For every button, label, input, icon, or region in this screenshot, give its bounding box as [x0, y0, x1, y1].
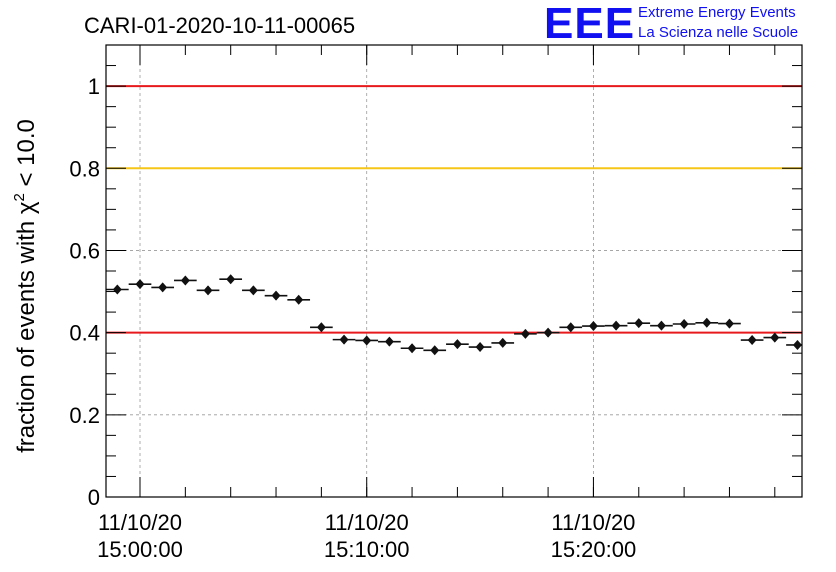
y-tick-label: 0.8 [69, 156, 100, 181]
point-marker [203, 285, 213, 296]
data-point [310, 322, 333, 333]
data-point [650, 320, 673, 331]
point-marker [158, 282, 168, 293]
x-tick-time-label: 15:00:00 [97, 537, 183, 562]
data-point [559, 322, 583, 333]
point-marker [226, 274, 236, 285]
data-point [355, 335, 379, 346]
point-marker [339, 334, 349, 345]
y-tick-label: 0.6 [69, 238, 100, 263]
axes: 00.20.40.60.8111/10/2015:00:0011/10/2015… [69, 44, 802, 562]
logo-subtitle-line2: La Scienza nelle Scuole [638, 24, 799, 41]
y-axis-label: fraction of events with χ2 < 10.0 [11, 119, 40, 453]
point-marker [634, 318, 644, 329]
data-point [378, 336, 401, 347]
point-marker [180, 275, 190, 286]
data-point [491, 337, 515, 348]
point-marker [248, 285, 258, 296]
point-marker [679, 319, 689, 330]
x-tick-date-label: 11/10/20 [551, 510, 635, 535]
point-marker [792, 339, 802, 350]
point-marker [384, 336, 394, 347]
data-point [468, 342, 492, 353]
y-tick-label: 0.4 [69, 321, 100, 346]
data-point [446, 339, 469, 350]
data-point [582, 321, 605, 332]
data-point [672, 319, 696, 330]
point-marker [520, 328, 530, 339]
data-point [196, 285, 220, 296]
point-marker [498, 337, 508, 348]
data-point [718, 318, 741, 329]
point-marker [770, 332, 780, 343]
data-point [514, 328, 537, 339]
point-marker [316, 322, 326, 333]
point-marker [362, 335, 372, 346]
data-point [242, 285, 265, 296]
x-tick-date-label: 11/10/20 [98, 510, 182, 535]
point-marker [112, 284, 122, 295]
point-marker [611, 320, 621, 331]
data-point [695, 317, 719, 328]
y-tick-label: 0.2 [69, 403, 100, 428]
data-points [106, 274, 802, 356]
point-marker [747, 335, 757, 346]
point-marker [407, 343, 417, 354]
point-marker [656, 320, 666, 331]
x-tick-date-label: 11/10/20 [325, 510, 409, 535]
reference-lines [106, 85, 802, 334]
data-point [332, 334, 356, 345]
data-point [536, 327, 560, 338]
data-point [174, 275, 197, 286]
data-point [763, 332, 787, 343]
point-marker [566, 322, 576, 333]
point-marker [135, 279, 145, 290]
data-point [604, 320, 628, 331]
grid [106, 45, 802, 497]
point-marker [724, 318, 734, 329]
data-point [106, 284, 129, 295]
data-point [264, 290, 288, 301]
y-tick-label: 0 [88, 485, 100, 510]
point-marker [452, 339, 462, 350]
point-marker [294, 294, 304, 305]
data-point [627, 318, 651, 329]
point-marker [702, 317, 712, 328]
data-point [151, 282, 175, 293]
logo-subtitle-line1: Extreme Energy Events [638, 4, 796, 21]
data-point [287, 294, 311, 305]
y-tick-label: 1 [88, 74, 100, 99]
point-marker [588, 321, 598, 332]
chart-title: CARI-01-2020-10-11-00065 [84, 13, 355, 38]
data-point [400, 343, 424, 354]
point-marker [430, 345, 440, 356]
data-point [128, 279, 152, 290]
eee-logo: EEE [544, 0, 636, 48]
data-point [786, 339, 802, 350]
x-tick-time-label: 15:10:00 [324, 537, 410, 562]
point-marker [475, 342, 485, 353]
plot-frame [105, 44, 803, 498]
point-marker [271, 290, 281, 301]
x-tick-time-label: 15:20:00 [551, 537, 637, 562]
data-point [740, 335, 764, 346]
data-point [219, 274, 243, 285]
data-point [423, 345, 447, 356]
point-marker [543, 327, 553, 338]
